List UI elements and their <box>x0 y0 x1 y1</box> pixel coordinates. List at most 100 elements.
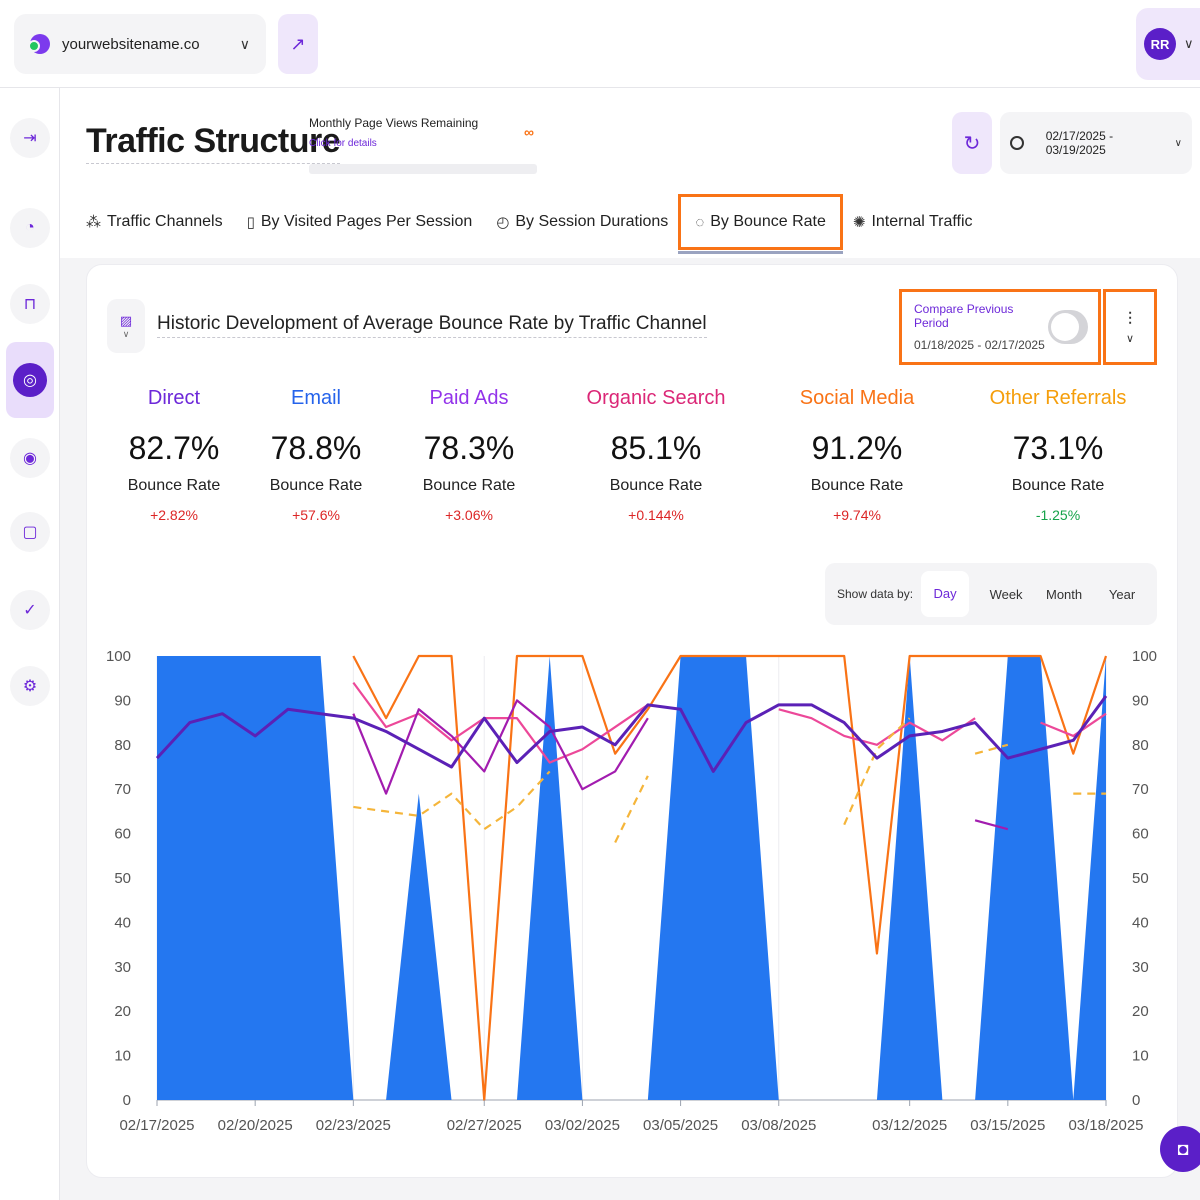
bounce-icon: ◌ <box>695 213 705 231</box>
series-line-other-referrals <box>353 770 551 831</box>
tab-label: Internal Traffic <box>871 213 973 230</box>
stat-label: Bounce Rate <box>127 477 221 494</box>
stat-channel: Paid Ads <box>429 387 509 409</box>
sidebar: ⇥ ◔ ⊓ ◎ ◉ ▢ ✓ ⚙ <box>0 88 60 1200</box>
timer-icon: ◴ <box>496 214 510 231</box>
pageviews-details-link[interactable]: Click for details <box>309 138 377 149</box>
chart-type-selector[interactable]: ▨ ∨ <box>107 299 145 353</box>
pageviews-label: Monthly Page Views Remaining <box>309 116 479 130</box>
tab-label: By Visited Pages Per Session <box>260 213 473 230</box>
y-tick-label-right: 10 <box>1132 1048 1149 1065</box>
pie-chart-icon: ◔ <box>25 219 35 236</box>
avatar: RR <box>1144 28 1176 60</box>
y-tick-label-right: 60 <box>1132 826 1149 843</box>
stat-channel: Other Referrals <box>989 387 1127 409</box>
internal-icon: ✺ <box>852 214 866 231</box>
sidebar-item-goals[interactable]: ◉ <box>10 438 50 478</box>
series-line-paid-ads <box>974 819 1009 831</box>
y-tick-label-left: 80 <box>114 737 131 754</box>
compare-previous-period[interactable]: Compare Previous Period 01/18/2025 - 02/… <box>899 289 1101 365</box>
stat-value: 85.1% <box>610 430 702 466</box>
clock-icon <box>1010 136 1024 150</box>
stat-channel: Social Media <box>799 387 915 409</box>
y-tick-label-left: 60 <box>114 826 131 843</box>
sidebar-item-traffic[interactable]: ◎ <box>6 342 54 418</box>
show-by-week[interactable]: Week <box>989 586 1023 602</box>
stat-delta: +3.06% <box>445 507 493 523</box>
y-tick-label-right: 20 <box>1132 1003 1149 1020</box>
series-line-other-referrals <box>843 717 911 826</box>
stat-delta: +2.82% <box>150 507 198 523</box>
open-external-button[interactable]: ↗ <box>278 14 318 74</box>
sidebar-item-collapse[interactable]: ⇥ <box>10 118 50 158</box>
filter-button[interactable]: ⫶ ∨ <box>1103 289 1157 365</box>
y-tick-label-left: 100 <box>106 648 131 665</box>
sliders-icon: ⫶ <box>1127 309 1133 329</box>
y-tick-label-left: 10 <box>114 1048 131 1065</box>
y-tick-label-right: 70 <box>1132 781 1149 798</box>
series-line-other-referrals <box>974 743 1009 755</box>
tab-bounce-rate[interactable]: ◌ By Bounce Rate <box>678 194 843 254</box>
show-by-day[interactable]: Day <box>921 571 970 617</box>
compare-toggle[interactable] <box>1048 310 1088 344</box>
stat-channel: Organic Search <box>586 387 726 409</box>
page-header: Traffic Structure Monthly Page Views Rem… <box>60 88 1200 258</box>
show-by-label: Show data by: <box>837 587 914 601</box>
y-tick-label-left: 40 <box>114 914 131 931</box>
show-data-by: Show data by: Day Week Month Year <box>825 563 1157 625</box>
chat-icon: ◘ <box>1177 1138 1189 1159</box>
show-by-month[interactable]: Month <box>1045 586 1083 602</box>
y-tick-label-left: 50 <box>114 870 131 887</box>
series-line-social-media <box>352 654 1108 1102</box>
user-menu[interactable]: RR ∨ <box>1136 8 1200 80</box>
chat-icon: ▢ <box>22 524 38 541</box>
top-bar: yourwebsitename.co ∨ ↗ RR ∨ <box>0 0 1200 88</box>
tab-label: By Bounce Rate <box>710 213 826 230</box>
x-tick-label: 03/05/2025 <box>643 1117 718 1134</box>
tab-internal-traffic[interactable]: ✺ Internal Traffic <box>853 194 973 250</box>
date-range-picker[interactable]: 02/17/2025 - 03/19/2025 ∨ <box>1000 112 1192 174</box>
stat-label: Bounce Rate <box>609 477 703 494</box>
y-tick-label-left: 0 <box>123 1092 131 1109</box>
sidebar-item-dashboard[interactable]: ◔ <box>10 208 50 248</box>
y-tick-label-right: 80 <box>1132 737 1149 754</box>
compare-label: Compare Previous Period <box>914 302 1014 330</box>
sidebar-item-settings[interactable]: ⚙ <box>10 666 50 706</box>
series-line-paid-ads <box>352 699 649 795</box>
chevron-down-icon: ∨ <box>239 35 250 52</box>
series-line-direct <box>155 695 1108 773</box>
x-tick-label: 03/18/2025 <box>1068 1117 1143 1134</box>
refresh-button[interactable]: ↻ <box>952 112 992 174</box>
y-tick-label-right: 0 <box>1132 1092 1140 1109</box>
stat-social-media: Social Media 91.2% Bounce Rate +9.74% <box>772 387 942 523</box>
series-line-organic-search <box>352 681 681 764</box>
series-area-email <box>157 656 1106 1100</box>
tab-traffic-channels[interactable]: ⁂ Traffic Channels <box>86 194 223 250</box>
stat-channel: Email <box>290 387 341 409</box>
gear-icon: ⚙ <box>22 678 38 695</box>
tab-session-durations[interactable]: ◴ By Session Durations <box>496 194 668 250</box>
x-tick-label: 03/12/2025 <box>872 1117 947 1134</box>
bounce-rate-chart: 0 0 10 10 20 20 30 30 40 40 50 50 60 60 70 70 80 80 90 90 10… <box>106 648 1157 1134</box>
tab-bar: ⁂ Traffic Channels ▯ By Visited Pages Pe… <box>86 194 997 254</box>
website-selector[interactable]: yourwebsitename.co ∨ <box>14 14 266 74</box>
sidebar-item-feedback[interactable]: ▢ <box>10 512 50 552</box>
series-line-organic-search <box>778 708 976 746</box>
chevron-down-icon: ∨ <box>122 328 130 339</box>
show-by-year[interactable]: Year <box>1108 586 1136 602</box>
date-range-value: 02/17/2025 - 03/19/2025 <box>1045 129 1114 157</box>
target-icon: ◉ <box>23 450 37 467</box>
globe-icon <box>28 34 50 54</box>
sidebar-item-security[interactable]: ✓ <box>10 590 50 630</box>
tab-visited-pages[interactable]: ▯ By Visited Pages Per Session <box>247 194 473 250</box>
pages-icon: ▯ <box>246 214 255 231</box>
chevron-down-icon: ∨ <box>1174 137 1182 149</box>
shield-icon: ✓ <box>23 602 37 619</box>
page-title: Traffic Structure <box>86 122 341 164</box>
stat-value: 73.1% <box>1012 430 1104 466</box>
stat-delta: +0.144% <box>628 507 684 523</box>
stat-paid-ads: Paid Ads 78.3% Bounce Rate +3.06% <box>384 387 554 523</box>
chat-support-button[interactable]: ◘ <box>1160 1126 1200 1172</box>
sidebar-item-ecommerce[interactable]: ⊓ <box>10 284 50 324</box>
chevron-down-icon: ∨ <box>1184 36 1194 51</box>
